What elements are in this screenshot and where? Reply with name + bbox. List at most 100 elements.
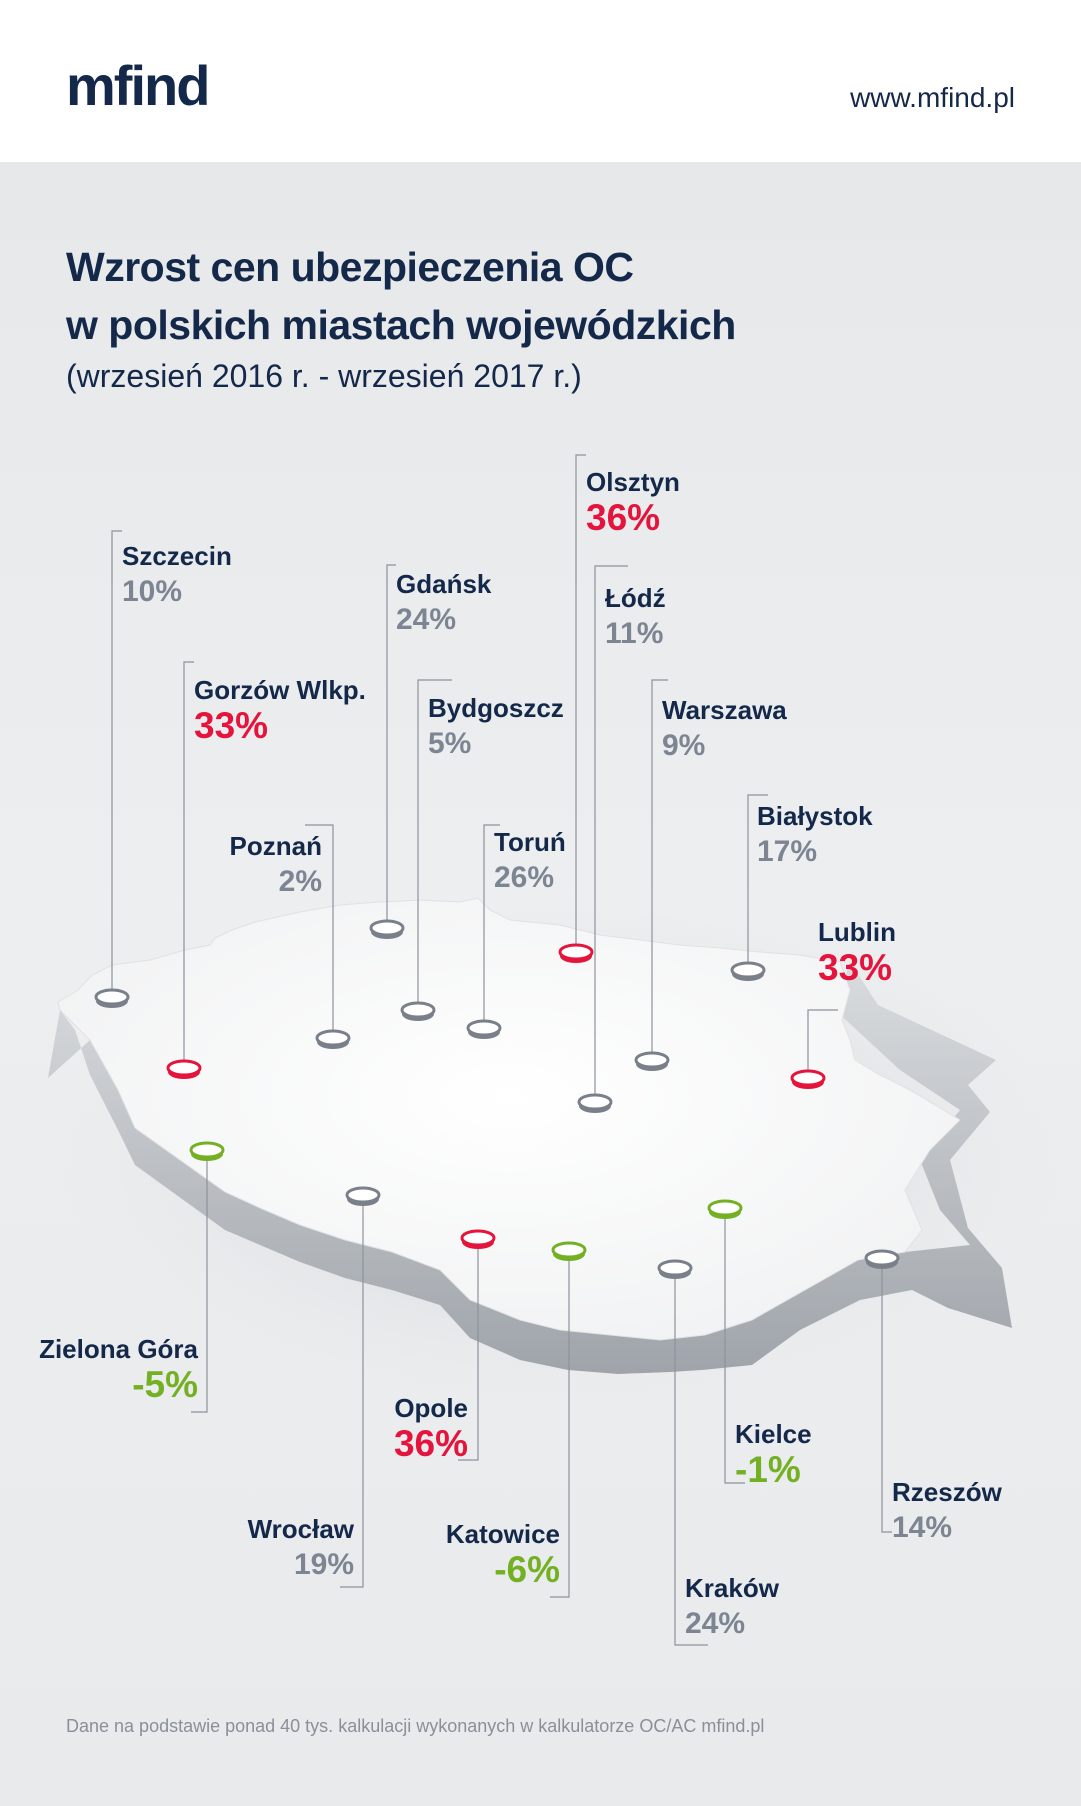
marker-torun[interactable] [466,1019,502,1039]
city-label-szczecin: Szczecin 10% [122,540,232,612]
city-name: Opole [394,1393,468,1423]
city-price-change: 33% [818,947,893,988]
title-line-2: w polskich miastach wojewódzkich [66,302,736,348]
city-label-bialystok: Białystok 17% [757,800,873,872]
page-title: Wzrost cen ubezpieczenia OC w polskich m… [66,238,966,354]
title-line-1: Wzrost cen ubezpieczenia OC [66,244,634,290]
city-label-gorzow-wlkp: Gorzów Wlkp. 33% [194,674,366,746]
city-name: Toruń [494,827,566,857]
marker-lodz[interactable] [577,1093,613,1113]
city-label-lublin: Lublin 33% [818,916,896,988]
marker-gorzow-wlkp[interactable] [166,1059,202,1079]
city-price-change: -1% [735,1449,801,1490]
marker-krakow[interactable] [657,1259,693,1279]
marker-lublin[interactable] [790,1069,826,1089]
marker-wroclaw[interactable] [345,1186,381,1206]
leader-line-lodz [594,565,628,1102]
city-label-gdansk: Gdańsk 24% [396,568,491,640]
city-label-bydgoszcz: Bydgoszcz 5% [428,692,564,764]
leader-line-wroclaw [340,1195,364,1588]
city-label-poznan: Poznań 2% [230,830,322,902]
marker-bydgoszcz[interactable] [400,1001,436,1021]
city-label-katowice: Katowice -6% [446,1518,560,1590]
city-name: Kielce [735,1419,812,1449]
city-price-change: 26% [494,861,555,894]
city-label-warszawa: Warszawa 9% [662,694,787,766]
leader-line-lublin [807,1009,838,1078]
city-label-rzeszow: Rzeszów 14% [892,1476,1002,1548]
leader-line-opole [458,1238,479,1461]
city-name: Kraków [685,1573,779,1603]
leader-line-gorzow-wlkp [183,661,194,1068]
marker-bialystok[interactable] [730,961,766,981]
leader-line-szczecin [111,530,122,997]
city-name: Poznań [229,831,322,861]
city-label-krakow: Kraków 24% [685,1572,779,1644]
city-price-change: 11% [605,617,664,650]
city-name: Bydgoszcz [428,693,564,723]
leader-line-katowice [550,1250,570,1598]
city-price-change: 14% [892,1511,953,1544]
city-price-change: 36% [393,1423,468,1464]
city-price-change: 19% [293,1548,354,1581]
source-footnote: Dane na podstawie ponad 40 tys. kalkulac… [66,1716,765,1736]
city-name: Rzeszów [892,1477,1002,1507]
marker-poznan[interactable] [315,1029,351,1049]
marker-warszawa[interactable] [634,1051,670,1071]
city-price-change: 5% [428,727,472,760]
city-price-change: -5% [132,1364,198,1405]
marker-zielona-gora[interactable] [189,1141,225,1161]
city-name: Lublin [818,917,896,947]
city-label-torun: Toruń 26% [494,826,566,898]
city-price-change: 17% [757,835,818,868]
city-name: Olsztyn [586,467,680,497]
city-name: Wrocław [247,1514,354,1544]
city-price-change: 33% [194,705,269,746]
leader-lines [111,454,892,1646]
city-name: Katowice [445,1519,560,1549]
city-price-change: -6% [494,1549,560,1590]
city-name: Gdańsk [396,569,492,599]
leader-line-bydgoszcz [417,679,452,1010]
marker-opole[interactable] [460,1229,496,1249]
city-price-change: 24% [685,1607,746,1640]
city-name: Warszawa [662,695,787,725]
city-markers [94,919,900,1279]
city-price-change: 9% [662,729,706,762]
city-price-change: 36% [586,497,661,538]
marker-gdansk[interactable] [369,919,405,939]
city-label-wroclaw: Wrocław 19% [248,1513,354,1585]
mfind-logo[interactable]: mfind [66,54,210,117]
city-name: Szczecin [122,541,232,571]
website-url[interactable]: www.mfind.pl [850,82,1015,113]
marker-szczecin[interactable] [94,988,130,1008]
leader-line-gdansk [386,564,396,928]
leader-line-rzeszow [881,1258,892,1533]
leader-line-torun [483,824,500,1028]
city-name: Zielona Góra [39,1334,198,1364]
city-label-olsztyn: Olsztyn 36% [586,466,680,538]
city-name: Łódź [605,583,666,613]
marker-katowice[interactable] [551,1241,587,1261]
city-name: Gorzów Wlkp. [194,675,366,705]
marker-kielce[interactable] [707,1199,743,1219]
city-label-opole: Opole 36% [394,1392,468,1464]
city-price-change: 24% [396,603,457,636]
leader-line-poznan [305,824,334,1038]
period-subtitle: (wrzesień 2016 r. - wrzesień 2017 r.) [66,358,582,394]
header: mfind www.mfind.pl [0,0,1081,162]
leader-line-krakow [674,1268,708,1646]
city-label-zielona-gora: Zielona Góra -5% [39,1333,198,1405]
city-price-change: 10% [122,575,183,608]
city-label-lodz: Łódź 11% [605,582,666,654]
leader-line-olsztyn [575,454,586,952]
marker-rzeszow[interactable] [864,1249,900,1269]
leader-line-bialystok [747,794,768,970]
leader-line-zielona-gora [191,1150,208,1413]
city-name: Białystok [757,801,873,831]
city-price-change: 2% [278,865,322,898]
marker-olsztyn[interactable] [558,943,594,963]
leader-line-kielce [724,1208,745,1484]
